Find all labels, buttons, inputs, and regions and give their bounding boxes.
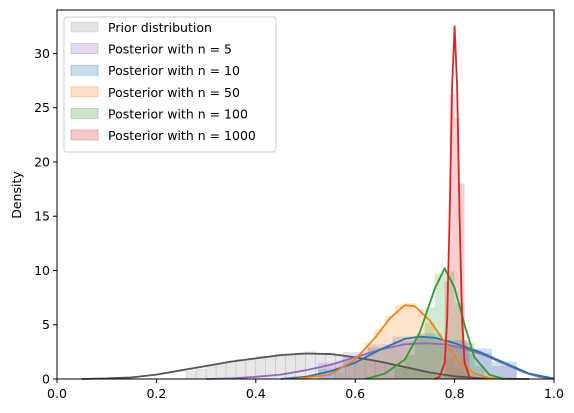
- hist-bar-4-0: [394, 368, 405, 379]
- legend-swatch-2: [70, 64, 99, 76]
- y-axis-ticks: 0 5 10 15 20 25 30: [34, 46, 57, 387]
- kde-curve-1: [206, 342, 555, 380]
- hist-bar-5-1: [449, 94, 455, 380]
- hist-bar-0-0: [185, 371, 197, 380]
- hist-bar-0-3: [215, 363, 227, 380]
- hist-bar-0-5: [235, 359, 247, 380]
- kde-curve-4: [364, 267, 505, 380]
- hist-bar-0-11: [295, 352, 306, 380]
- legend-label-1: Posterior with n = 5: [108, 42, 232, 57]
- y-tick-label-4: 20: [34, 154, 50, 169]
- y-tick-label-3: 15: [34, 209, 50, 224]
- hist-bar-5-3: [459, 183, 465, 379]
- legend: Prior distribution Posterior with n = 5 Po…: [63, 16, 277, 153]
- y-tick-label-6: 30: [34, 46, 50, 61]
- legend-swatch-1: [70, 43, 99, 54]
- x-axis-ticks: 0.0 0.2 0.4 0.6 0.8 1.0: [47, 379, 564, 401]
- x-tick-label-2: 0.4: [246, 386, 266, 401]
- hist-bar-3-7: [404, 303, 415, 379]
- x-tick-label-1: 0.2: [146, 386, 166, 401]
- kde-curve-2: [280, 335, 555, 380]
- kde-curve-layer: [81, 25, 555, 380]
- hist-bar-1-7: [491, 365, 517, 379]
- hist-bar-3-9: [424, 322, 435, 379]
- y-tick-label-0: 0: [42, 372, 50, 387]
- hist-bar-0-10: [285, 353, 296, 380]
- legend-swatch-4: [70, 108, 99, 119]
- plot-frame: [56, 9, 555, 380]
- hist-bar-5-4: [464, 341, 470, 379]
- legend-box: [63, 16, 277, 153]
- hist-bar-3-11: [444, 357, 455, 379]
- hist-bar-4-4: [434, 273, 445, 379]
- hist-bar-3-3: [365, 343, 376, 379]
- x-tick-label-5: 1.0: [544, 386, 564, 401]
- y-axis-label: Density: [9, 171, 24, 219]
- hist-bar-4-2: [414, 335, 425, 379]
- hist-bar-0-2: [205, 364, 217, 380]
- y-tick-label-2: 10: [34, 263, 50, 278]
- legend-swatch-0: [70, 21, 99, 33]
- hist-bar-4-6: [454, 303, 465, 379]
- legend-label-4: Posterior with n = 100: [108, 106, 248, 121]
- hist-bar-3-4: [375, 329, 386, 379]
- legend-label-0: Prior distribution: [108, 20, 212, 35]
- legend-swatch-5: [70, 129, 99, 141]
- hist-bar-4-5: [444, 271, 455, 379]
- hist-bar-3-1: [345, 365, 356, 379]
- kde-curve-3: [295, 304, 505, 380]
- hist-bar-0-4: [225, 362, 237, 380]
- hist-bar-3-0: [335, 372, 346, 379]
- kde-curve-5: [434, 25, 475, 380]
- x-tick-label-4: 0.8: [445, 386, 465, 401]
- hist-bar-5-2: [454, 118, 460, 379]
- y-tick-label-1: 5: [42, 317, 50, 332]
- legend-label-2: Posterior with n = 10: [108, 63, 240, 78]
- legend-swatch-3: [70, 86, 99, 98]
- hist-bar-4-8: [474, 365, 485, 379]
- hist-bar-3-10: [434, 341, 445, 379]
- kde-curve-0: [81, 352, 530, 380]
- y-tick-label-5: 25: [34, 100, 50, 115]
- x-tick-label-0: 0.0: [47, 386, 67, 401]
- hist-bar-4-1: [404, 355, 415, 379]
- x-tick-label-3: 0.6: [345, 386, 365, 401]
- hist-bar-1-5: [442, 346, 468, 379]
- legend-label-5: Posterior with n = 1000: [108, 128, 256, 143]
- hist-bar-4-7: [464, 343, 475, 379]
- legend-label-3: Posterior with n = 50: [108, 85, 240, 100]
- hist-bar-3-12: [454, 368, 465, 379]
- hist-bar-3-2: [355, 355, 366, 379]
- hist-bar-0-1: [195, 368, 207, 380]
- hist-bar-3-6: [394, 305, 405, 379]
